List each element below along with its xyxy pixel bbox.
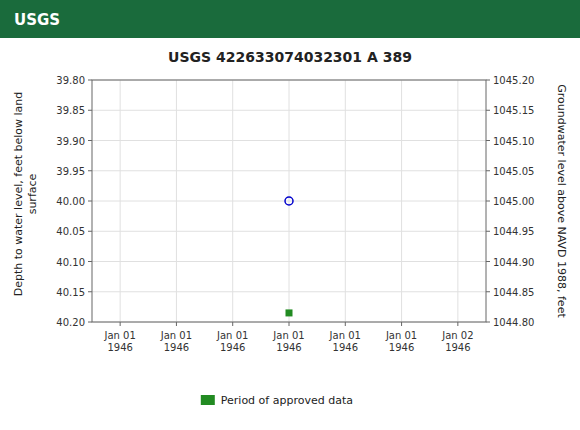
text-line: 1946 xyxy=(220,342,245,353)
marks xyxy=(285,197,293,316)
tick-label: 1045.10 xyxy=(493,136,534,147)
tick xyxy=(120,322,121,326)
tick-label: 40.00 xyxy=(56,196,85,207)
legend-label: Period of approved data xyxy=(221,394,353,407)
tick-label: 39.95 xyxy=(56,166,85,177)
text-line: 1946 xyxy=(107,342,132,353)
title: USGS 422633074032301 A 389 xyxy=(168,49,412,65)
text-line: Jan 02 xyxy=(441,330,473,341)
grid-line xyxy=(176,80,177,322)
text-line: 1946 xyxy=(333,342,358,353)
tick-label: Jan 011946 xyxy=(160,330,192,353)
text-line: Jan 01 xyxy=(272,330,304,341)
tick-label: 1045.15 xyxy=(493,105,534,116)
tick xyxy=(486,140,490,141)
tick-label: 39.80 xyxy=(56,75,85,86)
tick xyxy=(88,291,92,292)
tick xyxy=(88,110,92,111)
text-line: Jan 01 xyxy=(216,330,248,341)
tick xyxy=(486,291,490,292)
tick xyxy=(457,322,458,326)
text-line: 1946 xyxy=(445,342,470,353)
legend-swatch xyxy=(201,395,215,405)
text-line: 1946 xyxy=(164,342,189,353)
tick-label: 40.20 xyxy=(56,317,85,328)
tick xyxy=(486,322,490,323)
text-line: Depth to water level, feet below land xyxy=(12,92,25,297)
tick-label: Jan 021946 xyxy=(441,330,473,353)
tick xyxy=(88,322,92,323)
header-bar xyxy=(0,0,580,38)
tick xyxy=(88,140,92,141)
tick-label: 39.90 xyxy=(56,136,85,147)
tick-label: 39.85 xyxy=(56,105,85,116)
header-label: USGS xyxy=(14,11,60,29)
tick-label: Jan 011946 xyxy=(216,330,248,353)
point xyxy=(285,197,293,205)
tick xyxy=(176,322,177,326)
axes: 39.80 39.85 39.90 39.95 40.00 40.05 40.10 40.15… xyxy=(12,75,568,353)
tick-label: Jan 011946 xyxy=(329,330,361,353)
tick-label: 40.05 xyxy=(56,226,85,237)
text-line: 1946 xyxy=(276,342,301,353)
plot-frame xyxy=(92,80,486,322)
tick-label: 1044.80 xyxy=(493,317,534,328)
text-line: surface xyxy=(26,173,39,214)
axis-label: Groundwater level above NAVD 1988, feet xyxy=(555,84,568,318)
grid-line xyxy=(120,80,121,322)
tick xyxy=(232,322,233,326)
tick xyxy=(88,170,92,171)
tick-label: 1045.20 xyxy=(493,75,534,86)
tick xyxy=(289,322,290,326)
tick xyxy=(88,201,92,202)
grid-line xyxy=(289,80,290,322)
grid-line xyxy=(345,80,346,322)
grid-line xyxy=(401,80,402,322)
tick xyxy=(486,170,490,171)
text-line: Jan 01 xyxy=(103,330,135,341)
tick-label: 1045.00 xyxy=(493,196,534,207)
tick-label: Jan 011946 xyxy=(272,330,304,353)
text-line: Jan 01 xyxy=(160,330,192,341)
grid xyxy=(92,80,486,322)
axis-label: Depth to water level, feet below landsur… xyxy=(12,92,39,297)
grid-line xyxy=(457,80,458,322)
tick-label: 40.15 xyxy=(56,287,85,298)
tick xyxy=(486,201,490,202)
tick xyxy=(486,80,490,81)
tick-label: 1044.95 xyxy=(493,226,534,237)
tick-label: 1044.90 xyxy=(493,257,534,268)
chart: USGS USGS 422633074032301 A 389 39.80 39.85… xyxy=(0,0,580,430)
text-line: Jan 01 xyxy=(329,330,361,341)
text-line: Jan 01 xyxy=(385,330,417,341)
tick xyxy=(486,231,490,232)
legend: Period of approved data xyxy=(201,394,353,407)
text-line: 1946 xyxy=(389,342,414,353)
tick xyxy=(401,322,402,326)
tick xyxy=(486,261,490,262)
text-line: Groundwater level above NAVD 1988, feet xyxy=(555,84,568,318)
tick xyxy=(88,231,92,232)
grid-line xyxy=(232,80,233,322)
tick xyxy=(88,80,92,81)
tick xyxy=(88,261,92,262)
tick-label: Jan 011946 xyxy=(385,330,417,353)
point xyxy=(286,309,293,316)
tick-label: 1045.05 xyxy=(493,166,534,177)
tick-label: Jan 011946 xyxy=(103,330,135,353)
tick-label: 1044.85 xyxy=(493,287,534,298)
tick-label: 40.10 xyxy=(56,257,85,268)
tick xyxy=(486,110,490,111)
tick xyxy=(345,322,346,326)
